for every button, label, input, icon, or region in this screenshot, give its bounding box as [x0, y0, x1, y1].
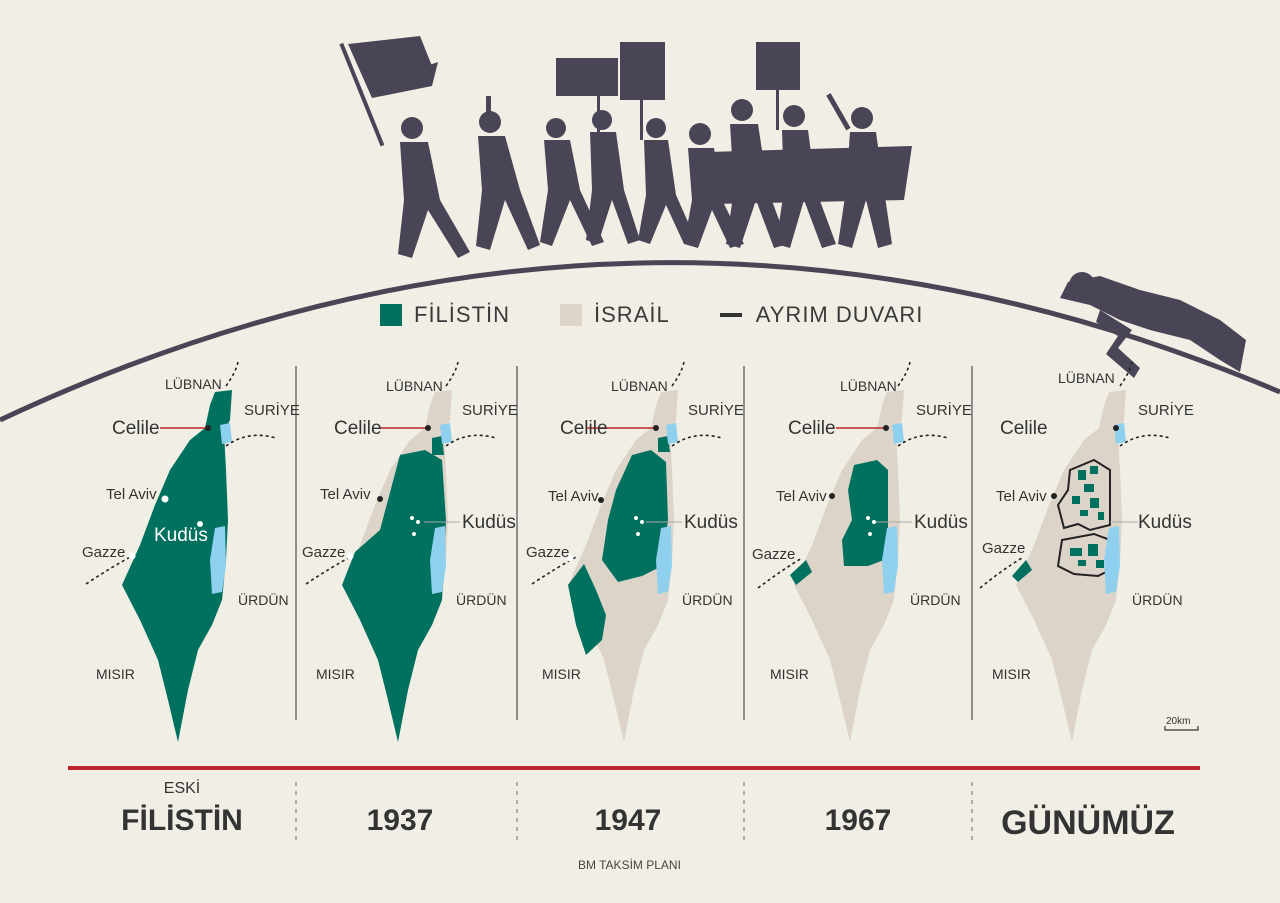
person-3: [540, 118, 604, 246]
label-celile: Celile: [112, 418, 160, 439]
era-title: FİLİSTİN: [121, 804, 243, 837]
era-sub: [988, 780, 1188, 800]
legend-item-filistin: FİLİSTİN: [380, 302, 510, 328]
protest-sign-2: [620, 42, 665, 100]
label-celile: Celile: [788, 418, 836, 439]
person-5: [638, 118, 696, 244]
bm-taksim-plani-note: BM TAKSİM PLANI: [578, 858, 681, 872]
protest-sign-1: [556, 58, 618, 96]
label-suriye: SURİYE: [1138, 402, 1194, 419]
scale-label: 20km: [1166, 716, 1191, 727]
era-title: 1937: [366, 804, 434, 837]
label-lubnan: LÜBNAN: [165, 376, 222, 392]
label-gazze: Gazze: [752, 546, 796, 563]
person-4: [586, 110, 640, 244]
era-title: GÜNÜMÜZ: [1001, 804, 1175, 842]
label-telaviv: Tel Aviv: [996, 488, 1047, 505]
label-lubnan: LÜBNAN: [840, 378, 897, 394]
era-1947: 1947: [528, 780, 728, 838]
label-kudus: Kudüs: [684, 512, 738, 533]
label-urdun: ÜRDÜN: [682, 592, 733, 608]
era-1967: 1967: [758, 780, 958, 838]
label-telaviv: Tel Aviv: [776, 488, 827, 505]
era-separators: [295, 782, 973, 845]
protest-sign-3: [756, 42, 800, 90]
era-eski-filistin: ESKİ FİLİSTİN: [82, 780, 282, 838]
legend-swatch-duvar: [719, 313, 742, 317]
label-gazze: Gazze: [526, 544, 570, 561]
map-panel-1967: [757, 361, 949, 742]
label-misir: MISIR: [992, 666, 1031, 682]
era-title: 1947: [594, 804, 662, 837]
panel-separators: [295, 366, 973, 720]
era-1937: 1937: [300, 780, 500, 838]
label-suriye: SURİYE: [916, 402, 972, 419]
era-sub: ESKİ: [163, 780, 201, 797]
map-panel-gunumuz: [979, 361, 1171, 742]
label-celile: Celile: [1000, 418, 1048, 439]
map-panel-eski-filistin: [85, 361, 277, 742]
era-sub: [758, 780, 958, 800]
legend-item-israil: İSRAİL: [560, 302, 670, 328]
label-telaviv: Tel Aviv: [106, 486, 157, 503]
label-misir: MISIR: [316, 666, 355, 682]
era-gunumuz: GÜNÜMÜZ: [988, 780, 1188, 843]
label-misir: MISIR: [96, 666, 135, 682]
legend-label-filistin: FİLİSTİN: [414, 302, 511, 327]
label-gazze: Gazze: [302, 544, 346, 561]
person-flagbearer: [398, 117, 470, 258]
globe-arc: [0, 260, 1280, 423]
label-urdun: ÜRDÜN: [456, 592, 507, 608]
map-panel-1947: [531, 361, 723, 742]
label-gazze: Gazze: [82, 544, 126, 561]
label-lubnan: LÜBNAN: [1058, 370, 1115, 386]
era-title: 1967: [824, 804, 892, 837]
protest-silhouette-illustration: [339, 36, 1246, 378]
legend-swatch-israil: [560, 304, 583, 326]
label-celile: Celile: [560, 418, 608, 439]
label-kudus: Kudüs: [1138, 512, 1192, 533]
label-telaviv: Tel Aviv: [548, 488, 599, 505]
label-suriye: SURİYE: [244, 402, 300, 419]
label-urdun: ÜRDÜN: [910, 592, 961, 608]
label-suriye: SURİYE: [688, 402, 744, 419]
label-telaviv: Tel Aviv: [320, 486, 371, 503]
label-urdun: ÜRDÜN: [238, 592, 289, 608]
legend-label-duvar: AYRIM DUVARI: [755, 302, 924, 327]
label-misir: MISIR: [770, 666, 809, 682]
label-suriye: SURİYE: [462, 402, 518, 419]
era-sub: [528, 780, 728, 800]
label-gazze: Gazze: [982, 540, 1026, 557]
person-2: [476, 96, 540, 250]
map-panel-1937: [305, 361, 497, 742]
label-lubnan: LÜBNAN: [386, 378, 443, 394]
label-misir: MISIR: [542, 666, 581, 682]
label-urdun: ÜRDÜN: [1132, 592, 1183, 608]
era-sub: [300, 780, 500, 800]
label-celile: Celile: [334, 418, 382, 439]
label-kudus: Kudüs: [154, 525, 208, 546]
label-kudus: Kudüs: [914, 512, 968, 533]
legend-swatch-filistin: [380, 304, 402, 326]
scale-bar: [1164, 726, 1199, 731]
label-lubnan: LÜBNAN: [611, 378, 668, 394]
protest-banner: [708, 146, 912, 204]
legend-label-israil: İSRAİL: [594, 302, 670, 327]
map-legend: FİLİSTİN İSRAİL AYRIM DUVARI: [380, 300, 973, 330]
legend-item-duvar: AYRIM DUVARI: [719, 302, 924, 328]
label-kudus: Kudüs: [462, 512, 516, 533]
